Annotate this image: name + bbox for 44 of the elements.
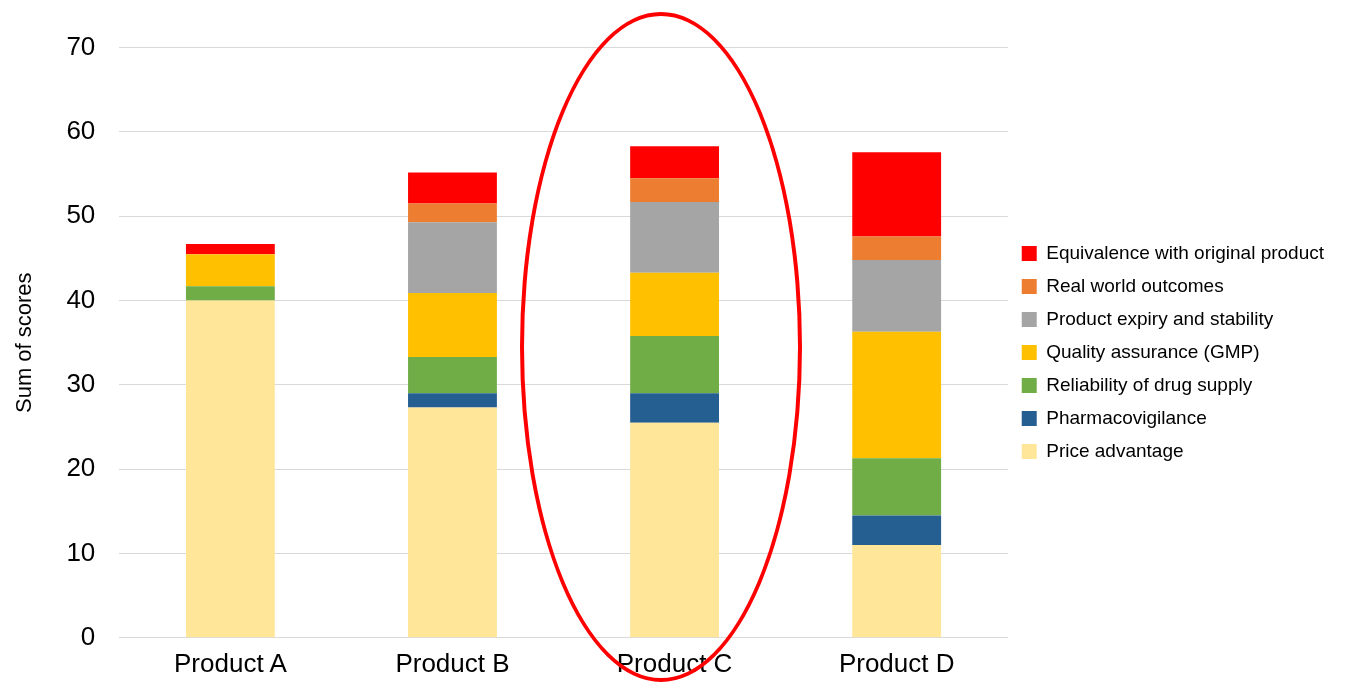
bar [852,458,942,516]
bar [408,292,497,358]
bar [408,357,497,394]
legend-label: Pharmacovigilance [1046,406,1207,428]
bar [408,203,497,223]
y-tick-label: 70 [66,30,96,61]
y-tick-label: 10 [66,536,96,567]
bar [630,272,719,336]
bar [852,515,942,546]
bar [408,222,497,293]
bar [630,335,719,394]
x-tick-label: Product D [838,647,955,678]
bar [185,300,275,638]
bar [630,393,719,423]
y-tick-label: 60 [66,115,96,146]
bar [852,331,942,459]
bar [408,407,497,638]
y-tick-label: 40 [66,283,96,314]
legend-label: Real world outcomes [1046,274,1224,296]
legend-label: Reliability of drug supply [1046,373,1253,395]
bar [185,286,275,301]
legend-label: Equivalence with original product [1046,241,1325,263]
bar [408,172,497,204]
bar [185,244,275,255]
y-tick-label: 0 [80,620,96,651]
bar [852,545,942,638]
bar [852,260,942,332]
bar [630,422,719,638]
bar [630,201,719,273]
bar [185,254,275,287]
x-tick-label: Product A [174,647,288,678]
bar [852,236,942,261]
legend-label: Product expiry and stability [1046,307,1274,329]
y-tick-label: 20 [66,452,96,483]
bar [852,152,942,237]
bar [630,146,719,179]
legend-label: Price advantage [1046,439,1184,461]
y-axis-title: Sum of scores [11,272,37,413]
legend-label: Quality assurance (GMP) [1046,340,1260,362]
y-tick-label: 30 [66,368,96,399]
y-tick-label: 50 [66,199,96,230]
bar [408,393,497,408]
x-tick-label: Product B [395,647,510,678]
bar [630,178,719,202]
